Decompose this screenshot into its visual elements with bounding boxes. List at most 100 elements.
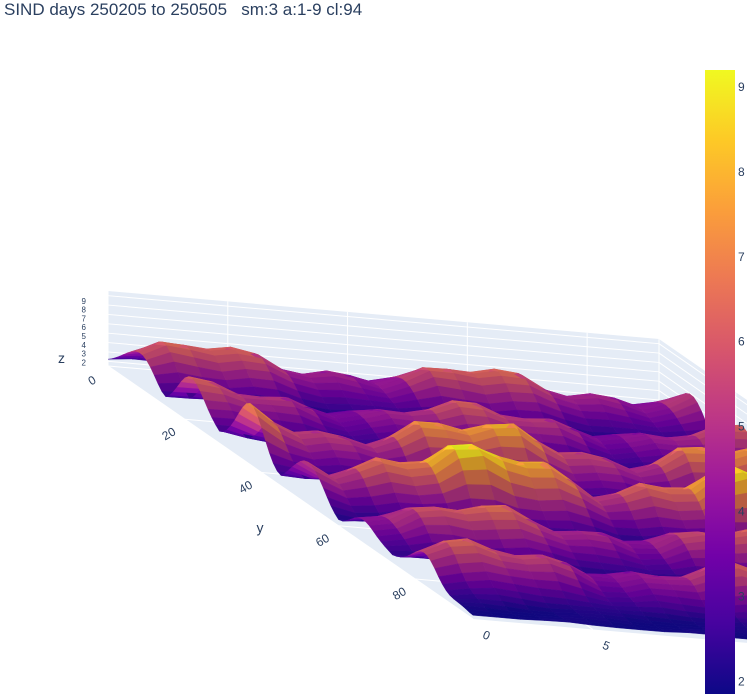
surface-cell — [741, 576, 747, 587]
colorbar-ticks: 2 3 4 5 6 7 8 9 — [738, 80, 745, 688]
surface-cell — [542, 510, 571, 522]
z-tick-label: 8 — [82, 306, 87, 315]
colorbar-tick-label: 7 — [738, 250, 745, 264]
y-axis-label: y — [257, 520, 264, 536]
surface-cell — [488, 511, 518, 521]
surface-cell — [636, 553, 665, 560]
z-tick-label: 7 — [82, 314, 87, 323]
surface-cell — [744, 529, 747, 531]
surface-cell — [313, 382, 343, 391]
z-tick-label: 2 — [82, 358, 87, 367]
x-tick-label: 5 — [601, 638, 613, 654]
surface-cell — [497, 436, 526, 449]
colorbar-tick-label: 8 — [738, 165, 745, 179]
surface-cell — [736, 553, 747, 564]
surface-cell — [534, 488, 563, 501]
surface-cell — [509, 392, 538, 403]
z-tick-label: 9 — [82, 297, 87, 306]
surface-cell — [670, 494, 700, 503]
surface-cell — [526, 468, 556, 479]
surface-cell — [576, 480, 606, 490]
surface-cell — [565, 458, 594, 467]
surface-cell — [738, 469, 747, 475]
y-tick-label: 40 — [236, 478, 255, 497]
colorbar-tick-label: 6 — [738, 335, 745, 349]
surface-cell — [468, 519, 497, 531]
surface-cell — [640, 558, 669, 566]
surface-cell — [418, 493, 448, 505]
surface-cell — [538, 499, 567, 512]
surface-cell — [606, 510, 635, 521]
surface-cell — [568, 465, 598, 475]
colorbar-tick-label: 2 — [738, 674, 745, 688]
surface-cell — [561, 454, 590, 460]
surface-cell — [458, 562, 487, 574]
surface-cell — [500, 538, 529, 549]
surface-cell — [462, 571, 491, 582]
surface-cell — [462, 469, 492, 486]
surface-cell — [496, 529, 525, 540]
surface-cell — [573, 398, 602, 405]
colorbar: 2 3 4 5 6 7 8 9 — [705, 70, 745, 694]
surface-cell — [674, 501, 703, 512]
surface-cell — [526, 563, 555, 573]
x-gridline — [107, 365, 474, 620]
surface-cell — [384, 544, 413, 552]
surface-cell — [740, 622, 747, 627]
surface-cell — [733, 562, 747, 573]
surface-cell — [572, 472, 602, 483]
y-tick-label: 20 — [160, 424, 179, 443]
surface-cell — [465, 579, 495, 589]
surface-cell — [420, 516, 450, 526]
y-tick-label: 0 — [86, 373, 99, 389]
surface-cell — [736, 617, 747, 623]
surface-cell — [350, 505, 380, 514]
colorbar-tick-label: 3 — [738, 589, 745, 603]
surface-cell — [737, 568, 747, 579]
z-tick-label: 5 — [82, 332, 87, 341]
x-tick-label: 0 — [481, 628, 493, 644]
z-gridline — [107, 304, 660, 354]
surface-cell — [458, 455, 488, 471]
surface-cell — [472, 529, 501, 541]
colorbar-tick-label: 9 — [738, 80, 745, 94]
surface-cell — [666, 489, 696, 495]
surface-cell — [317, 389, 347, 398]
surface-cell — [632, 548, 662, 555]
z-gridline — [107, 332, 660, 382]
surface-cell — [678, 510, 707, 521]
surface-cell — [325, 403, 354, 410]
surface-cell — [530, 477, 560, 490]
y-tick-label: 80 — [390, 584, 409, 603]
colorbar-tick-label: 4 — [738, 504, 745, 518]
chart-title: SIND days 250205 to 250505 sm:3 a:1-9 cl… — [4, 0, 363, 19]
surface-cell — [643, 564, 673, 571]
surface-cell — [469, 587, 499, 596]
surface-cell — [633, 600, 663, 608]
colorbar-tick-label: 5 — [738, 420, 745, 434]
surface-cell — [466, 484, 495, 501]
surface-cell — [733, 611, 747, 619]
surface-cell — [647, 569, 677, 575]
surface-cell — [742, 472, 747, 480]
surface-cell — [732, 634, 747, 640]
z-tick-label: 4 — [82, 341, 87, 350]
z-gridline — [107, 313, 660, 363]
z-gridline — [107, 323, 660, 373]
surface-cell — [454, 553, 483, 564]
surface-cell — [740, 529, 747, 533]
z-tick-label: 6 — [82, 323, 87, 332]
surface-cell — [450, 545, 479, 555]
y-tick-label: 60 — [313, 531, 332, 550]
surface-cell — [601, 591, 631, 598]
colorbar-gradient — [705, 70, 735, 694]
z-gridline — [107, 295, 660, 345]
surface-cell — [560, 534, 590, 541]
surface-cell — [732, 455, 747, 468]
surface-cell — [735, 467, 747, 473]
surface-cell — [732, 543, 747, 554]
surface-cell — [346, 496, 376, 507]
z-tick-label: 3 — [82, 350, 87, 359]
